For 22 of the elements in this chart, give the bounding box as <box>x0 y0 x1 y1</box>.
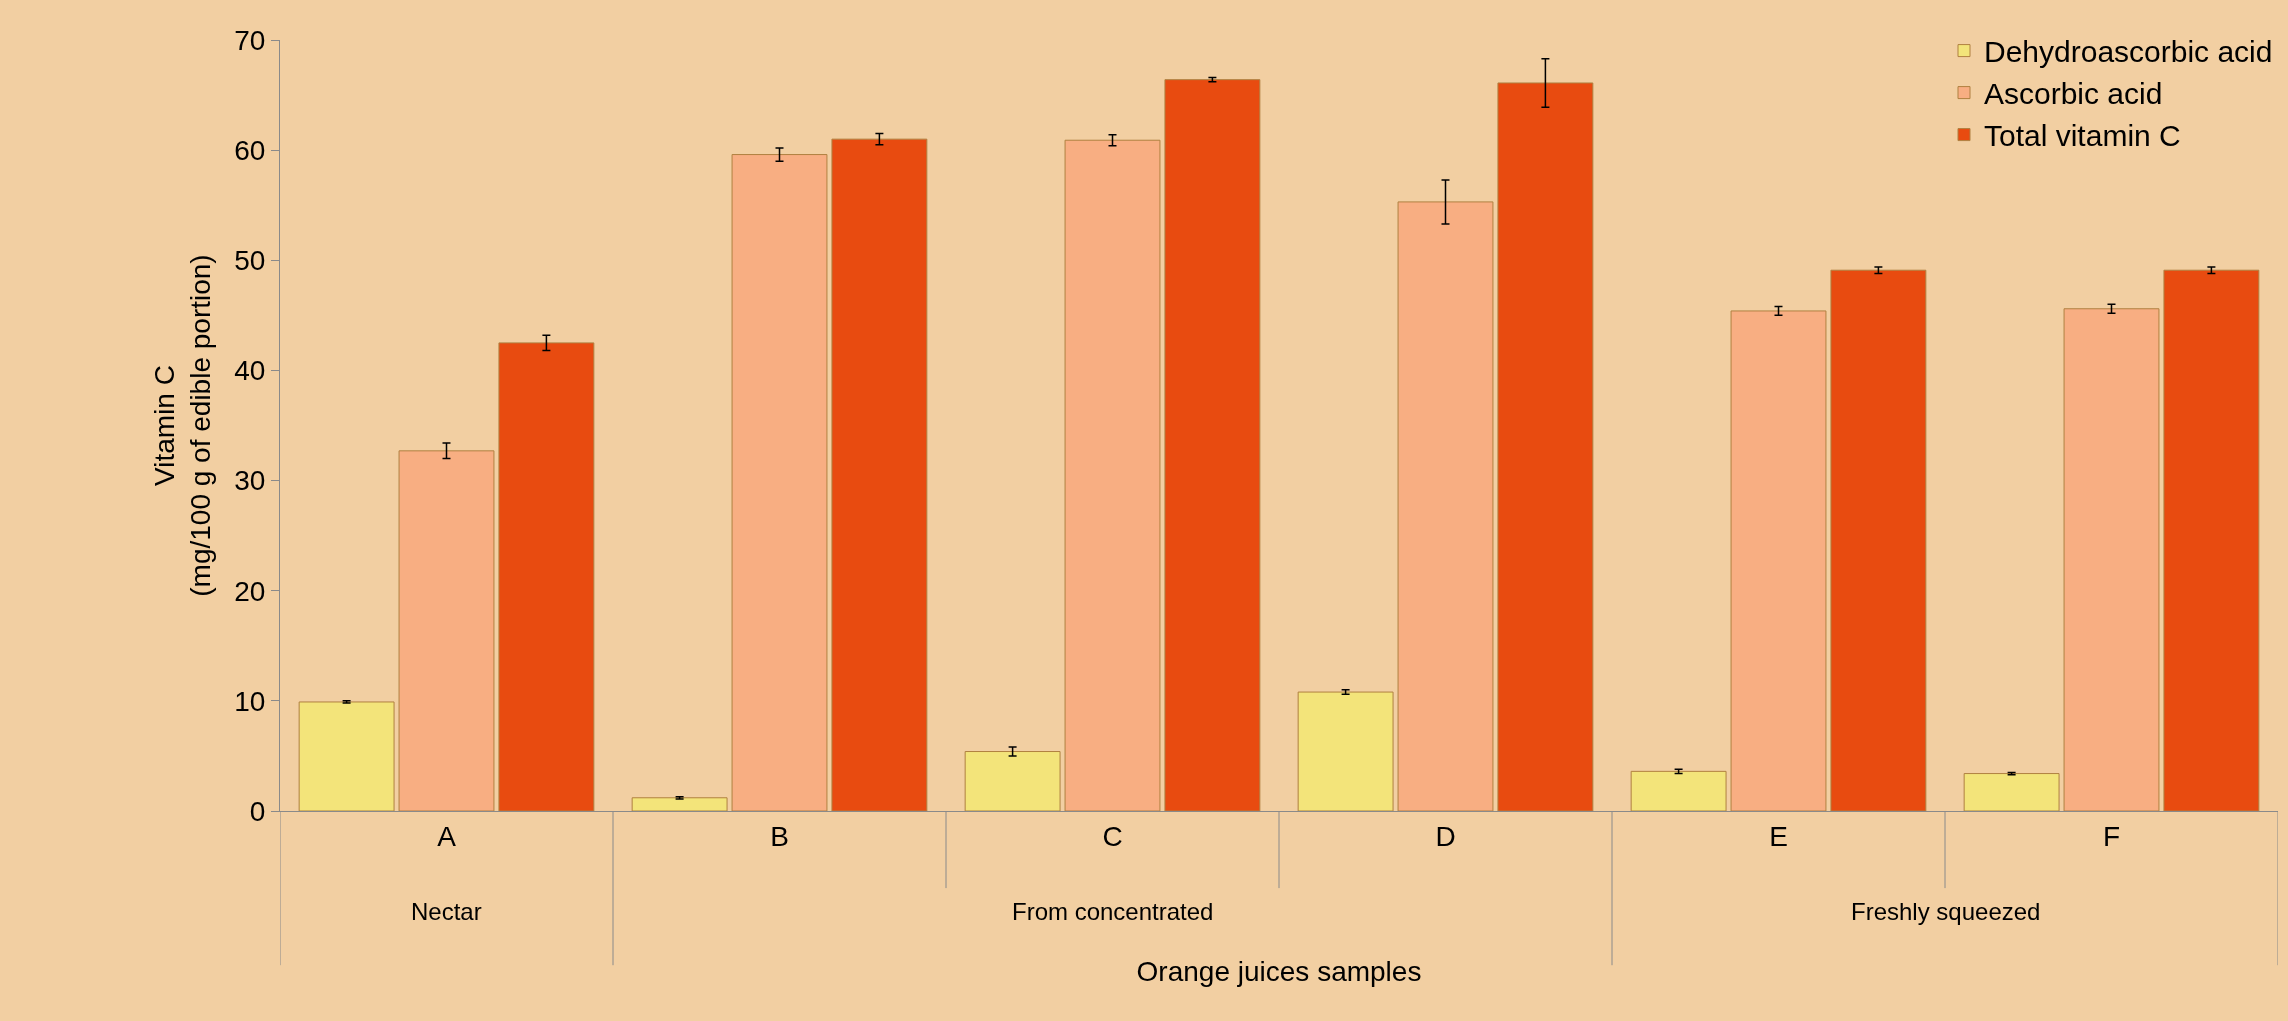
x-tick-label: E <box>1769 820 1788 852</box>
legend-label: Ascorbic acid <box>1984 77 2163 111</box>
text: Freshly squeezed <box>1851 898 2041 925</box>
x-tick-label: B <box>770 820 789 852</box>
text: From concentrated <box>1012 898 1214 925</box>
x-axis-title: Orange juices samples <box>1136 955 1422 987</box>
legend-label: Total vitamin C <box>1984 119 2181 153</box>
y-tick-label: 30 <box>234 465 266 497</box>
x-tick-label: A <box>437 820 457 852</box>
text: Nectar <box>411 898 482 925</box>
legend-label: Dehydroascorbic acid <box>1984 35 2273 69</box>
y-tick-label: 70 <box>234 24 266 56</box>
y-tick-label: 60 <box>234 134 266 166</box>
x-tick-label: D <box>1435 820 1456 852</box>
y-tick-label: 50 <box>234 245 266 277</box>
x-tick-label: C <box>1102 820 1123 852</box>
x-tick-label: F <box>2102 820 2121 852</box>
y-tick-label: 0 <box>249 795 266 827</box>
y-tick-label: 10 <box>234 685 266 717</box>
y-axis-title: Vitamin C (mg/100 g of edible portion) <box>148 254 216 597</box>
y-tick-label: 20 <box>234 575 266 607</box>
y-tick-label: 40 <box>234 355 266 387</box>
